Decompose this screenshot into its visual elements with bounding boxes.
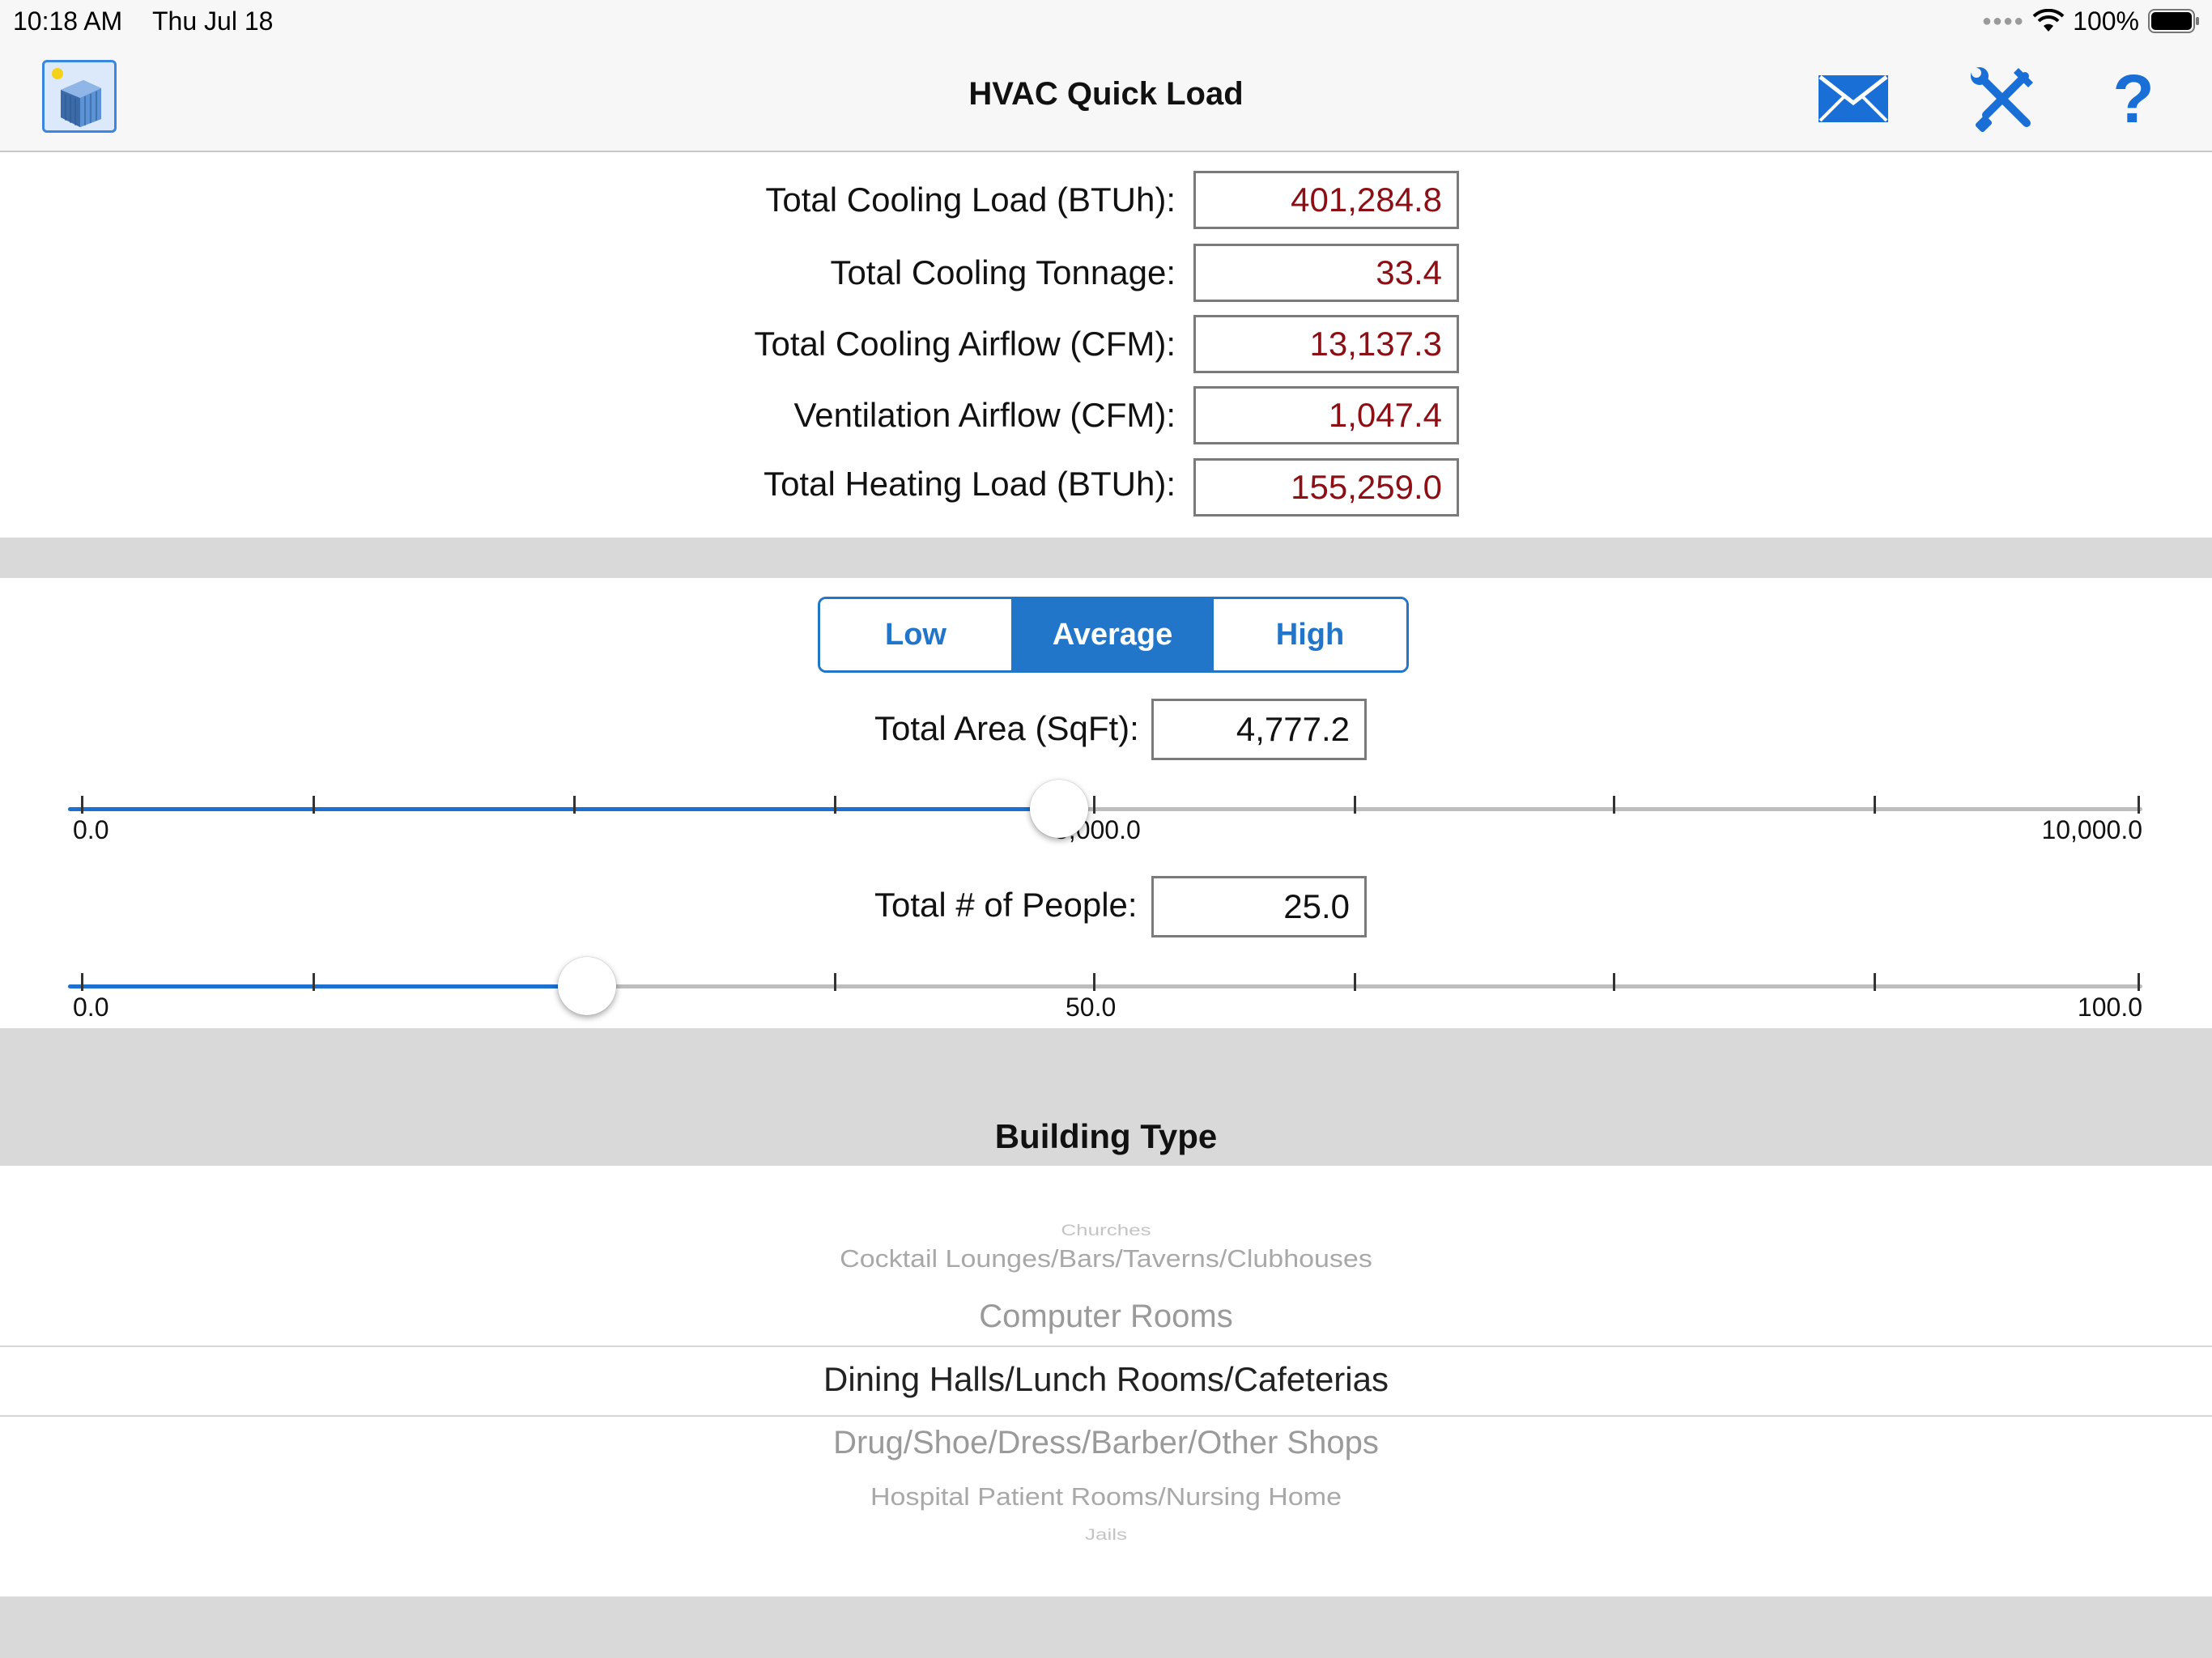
help-button[interactable]: ? (2089, 60, 2178, 138)
load-level-segmented-control[interactable]: Low Average High (818, 597, 1409, 673)
envelope-icon (1819, 75, 1888, 122)
slider-mid-label: 50.0 (1066, 993, 1117, 1022)
battery-percent: 100% (2073, 6, 2139, 36)
battery-icon (2148, 9, 2199, 33)
slider-tick (1874, 796, 1876, 814)
email-button[interactable] (1809, 60, 1898, 138)
picker-selection-line (0, 1346, 2212, 1347)
slider-track (68, 984, 2142, 988)
slider-tick (2138, 973, 2140, 991)
status-bar: 10:18 AM Thu Jul 18 ●●●● 100% (0, 0, 2212, 42)
result-row: Total Cooling Tonnage: 33.4 (0, 244, 2212, 302)
picker-selection-line (0, 1415, 2212, 1417)
status-date: Thu Jul 18 (152, 6, 274, 36)
slider-tick (1093, 973, 1095, 991)
slider-max-label: 100.0 (2077, 993, 2142, 1022)
result-label: Total Cooling Tonnage: (830, 253, 1176, 291)
slider-tick (1354, 973, 1356, 991)
result-label: Ventilation Airflow (CFM): (793, 396, 1176, 434)
page-title: HVAC Quick Load (968, 76, 1244, 112)
slider-tick (81, 973, 83, 991)
slider-fill (68, 984, 587, 988)
status-time: 10:18 AM (13, 6, 123, 36)
slider-max-label: 10,000.0 (2041, 815, 2142, 844)
picker-item[interactable]: Computer Rooms (979, 1299, 1233, 1334)
slider-tick (1874, 973, 1876, 991)
signal-icon: ●●●● (1981, 11, 2025, 30)
building-icon[interactable] (42, 60, 117, 133)
total-cooling-tonnage-value: 33.4 (1193, 244, 1459, 302)
segment-average[interactable]: Average (1011, 599, 1211, 670)
section-title: Building Type (994, 1117, 1218, 1155)
picker-item[interactable]: Jails (1084, 1524, 1127, 1544)
slider-tick (2138, 796, 2140, 814)
total-heating-load-value: 155,259.0 (1193, 458, 1459, 517)
slider-tick (1354, 796, 1356, 814)
status-indicators: ●●●● 100% (1982, 5, 2201, 37)
result-row: Total Cooling Airflow (CFM): 13,137.3 (0, 315, 2212, 373)
result-row: Total Heating Load (BTUh): 155,259.0 (0, 458, 2212, 517)
slider-tick (573, 796, 576, 814)
result-label: Total Cooling Load (BTUh): (765, 181, 1176, 219)
people-label: Total # of People: (874, 886, 1138, 924)
picker-item[interactable]: Drug/Shoe/Dress/Barber/Other Shops (833, 1425, 1379, 1460)
slider-tick (834, 973, 836, 991)
navigation-bar: HVAC Quick Load ? (0, 42, 2212, 152)
picker-item[interactable]: Hospital Patient Rooms/Nursing Home (870, 1482, 1342, 1511)
result-label: Total Heating Load (BTUh): (764, 465, 1176, 503)
slider-min-label: 0.0 (73, 815, 109, 844)
wifi-icon (2032, 9, 2065, 32)
slider-tick (1613, 973, 1615, 991)
area-label: Total Area (SqFt): (874, 709, 1139, 747)
building-type-header: Building Type (0, 1028, 2212, 1166)
result-row: Ventilation Airflow (CFM): 1,047.4 (0, 386, 2212, 444)
tools-icon (1971, 67, 2033, 133)
picker-item-selected[interactable]: Dining Halls/Lunch Rooms/Cafeterias (823, 1360, 1389, 1398)
area-slider[interactable]: 0.0 5,000.0 10,000.0 (68, 776, 2142, 844)
slider-tick (313, 796, 315, 814)
bottom-band (0, 1596, 2212, 1658)
slider-tick (313, 973, 315, 991)
building-type-picker[interactable]: Churches Cocktail Lounges/Bars/Taverns/C… (0, 1166, 2212, 1596)
question-icon: ? (2112, 60, 2155, 137)
picker-item[interactable]: Cocktail Lounges/Bars/Taverns/Clubhouses (840, 1244, 1372, 1273)
slider-thumb[interactable] (1029, 780, 1088, 838)
slider-tick (1613, 796, 1615, 814)
section-divider (0, 538, 2212, 578)
total-cooling-load-value: 401,284.8 (1193, 171, 1459, 229)
slider-min-label: 0.0 (73, 993, 109, 1022)
picker-item[interactable]: Churches (1061, 1220, 1151, 1239)
result-label: Total Cooling Airflow (CFM): (754, 325, 1176, 363)
result-row: Total Cooling Load (BTUh): 401,284.8 (0, 171, 2212, 229)
slider-tick (1093, 796, 1095, 814)
slider-fill (68, 807, 1059, 811)
settings-button[interactable] (1958, 60, 2047, 138)
segment-high[interactable]: High (1211, 599, 1406, 670)
people-slider[interactable]: 0.0 50.0 100.0 (68, 954, 2142, 1022)
slider-tick (81, 796, 83, 814)
area-input[interactable]: 4,777.2 (1151, 699, 1367, 760)
total-cooling-airflow-value: 13,137.3 (1193, 315, 1459, 373)
slider-thumb[interactable] (557, 957, 616, 1015)
people-input[interactable]: 25.0 (1151, 876, 1367, 937)
ventilation-airflow-value: 1,047.4 (1193, 386, 1459, 444)
segment-low[interactable]: Low (820, 599, 1011, 670)
slider-track (68, 807, 2142, 811)
slider-tick (834, 796, 836, 814)
